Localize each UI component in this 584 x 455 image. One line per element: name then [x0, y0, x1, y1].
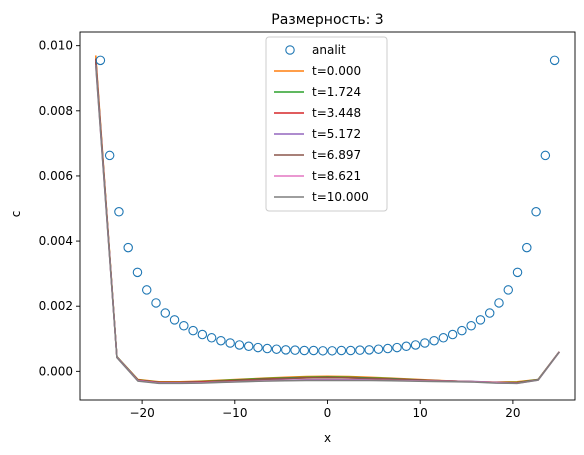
analit-point [392, 342, 402, 353]
analit-point [114, 207, 124, 217]
x-tick-label: −20 [129, 406, 154, 420]
analit-point [336, 345, 347, 356]
analit-point [531, 207, 541, 217]
analit-point [271, 344, 282, 354]
legend-box [265, 36, 388, 212]
analit-point [197, 329, 208, 340]
legend-label-6: t=10.000 [312, 190, 369, 204]
analit-point [373, 344, 384, 354]
legend-label-analit: analit [312, 43, 346, 57]
x-tick-label: 0 [324, 406, 332, 420]
analit-point [169, 315, 180, 325]
analit-point [494, 298, 504, 308]
analit-point [466, 320, 476, 331]
x-tick-label: −10 [222, 406, 247, 420]
y-tick-label: 0.008 [39, 104, 73, 118]
y-tick-label: 0.006 [39, 169, 73, 183]
analit-point [299, 345, 310, 356]
analit-point [308, 345, 319, 356]
legend: analit t=0.000 t=1.724 t=3.448 t=5.172 t=6.89… [265, 36, 388, 212]
analit-point [123, 242, 133, 253]
analit-point [420, 338, 430, 348]
legend-label-1: t=1.724 [312, 85, 361, 99]
analit-point [364, 345, 374, 355]
y-axis-label: c [9, 211, 23, 218]
x-tick-label: 10 [413, 406, 428, 420]
y-tick-label: 0.010 [39, 39, 73, 53]
analit-point [243, 341, 254, 352]
legend-label-2: t=3.448 [312, 106, 361, 120]
analit-point [503, 285, 514, 295]
analit-point [206, 333, 217, 343]
analit-point [401, 341, 412, 352]
analit-point [549, 55, 560, 66]
y-tick-label: 0.002 [39, 299, 73, 313]
analit-point [281, 345, 291, 355]
analit-point [382, 343, 393, 354]
y-tick-label: 0.000 [39, 364, 73, 378]
analit-point [95, 55, 106, 66]
analit-point [438, 333, 449, 343]
analit-point [345, 345, 356, 356]
analit-point [141, 285, 152, 295]
x-axis-label: x [324, 431, 331, 445]
analit-point [188, 325, 198, 336]
analit-point [290, 345, 300, 355]
analit-point [318, 346, 328, 356]
analit-point [225, 338, 235, 348]
analit-point [355, 345, 365, 355]
legend-marker-analit [285, 45, 295, 55]
analit-point [327, 346, 337, 356]
analit-point [512, 267, 523, 278]
analit-point [132, 267, 143, 278]
legend-label-5: t=8.621 [312, 169, 361, 183]
analit-point [522, 242, 532, 253]
legend-label-3: t=5.172 [312, 127, 361, 141]
analit-point [151, 298, 161, 308]
analit-point [104, 150, 115, 161]
series-group [95, 55, 560, 385]
analit-point [410, 340, 421, 350]
analit-point [160, 308, 171, 318]
chart-title: Размерность: 3 [271, 12, 383, 28]
x-tick-label: 20 [505, 406, 520, 420]
analit-point [447, 329, 458, 340]
y-tick-label: 0.004 [39, 234, 73, 248]
analit-point [179, 320, 189, 331]
analit-point [540, 150, 551, 161]
analit-point [262, 343, 272, 354]
legend-label-4: t=6.897 [312, 148, 361, 162]
analit-point [457, 325, 467, 336]
legend-label-0: t=0.000 [312, 64, 361, 78]
analit-point [484, 308, 495, 318]
analit-point [429, 335, 439, 346]
analit-point [216, 335, 226, 346]
analit-point [234, 340, 245, 350]
analit-point [253, 342, 263, 353]
plot-area: −20 −10 0 10 20 0.000 0.002 0.004 0.006 0.008 0.01… [39, 31, 576, 420]
analit-point [475, 315, 486, 325]
series-line-6 [95, 65, 560, 385]
